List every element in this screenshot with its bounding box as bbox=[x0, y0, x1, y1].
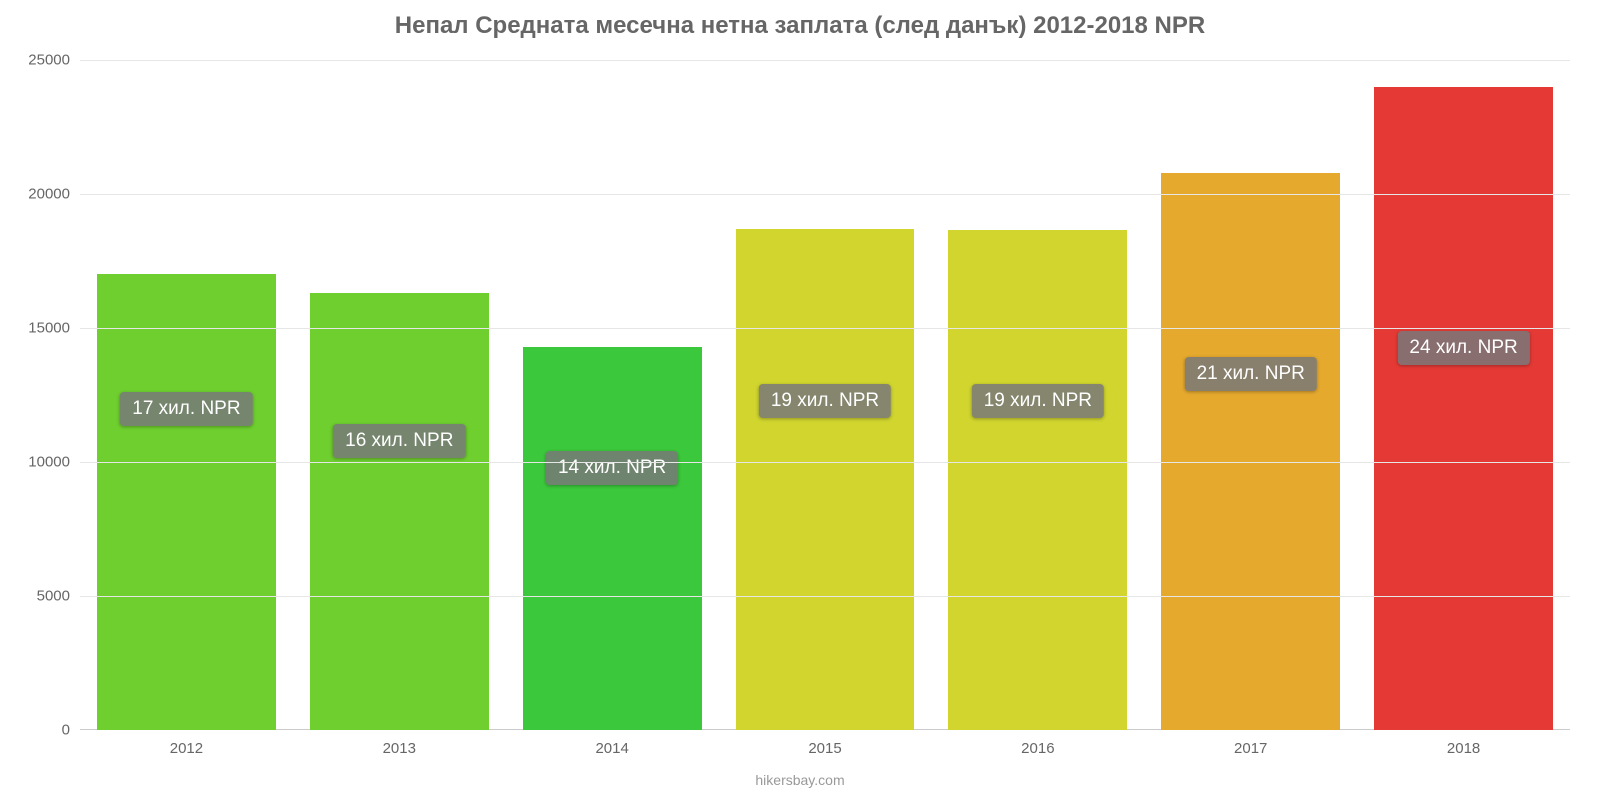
x-tick-label: 2014 bbox=[595, 740, 628, 757]
x-tick-label: 2015 bbox=[808, 740, 841, 757]
x-tick-label: 2018 bbox=[1447, 740, 1480, 757]
bar-label-layer: 19 хил. NPR bbox=[719, 60, 932, 730]
bar-slot: 16 хил. NPR2013 bbox=[293, 60, 506, 730]
chart-container: Непал Средната месечна нетна заплата (сл… bbox=[0, 0, 1600, 800]
gridline bbox=[80, 462, 1570, 463]
gridline bbox=[80, 60, 1570, 61]
bar-slot: 17 хил. NPR2012 bbox=[80, 60, 293, 730]
gridline bbox=[80, 328, 1570, 329]
bar-label-layer: 16 хил. NPR bbox=[293, 60, 506, 730]
bar-label-layer: 19 хил. NPR bbox=[931, 60, 1144, 730]
plot-area: 17 хил. NPR201216 хил. NPR201314 хил. NP… bbox=[80, 60, 1570, 730]
bar-value-label: 14 хил. NPR bbox=[546, 451, 678, 485]
x-tick-label: 2013 bbox=[383, 740, 416, 757]
source-label: hikersbay.com bbox=[755, 772, 844, 788]
y-tick-label: 15000 bbox=[10, 320, 70, 337]
bar-slot: 24 хил. NPR2018 bbox=[1357, 60, 1570, 730]
bar-value-label: 16 хил. NPR bbox=[333, 424, 465, 458]
x-tick-label: 2017 bbox=[1234, 740, 1267, 757]
gridline bbox=[80, 596, 1570, 597]
bar-label-layer: 14 хил. NPR bbox=[506, 60, 719, 730]
bar-label-layer: 24 хил. NPR bbox=[1357, 60, 1570, 730]
bar-slot: 21 хил. NPR2017 bbox=[1144, 60, 1357, 730]
bar-value-label: 19 хил. NPR bbox=[972, 384, 1104, 418]
gridline bbox=[80, 194, 1570, 195]
bar-slot: 19 хил. NPR2015 bbox=[719, 60, 932, 730]
bar-slot: 14 хил. NPR2014 bbox=[506, 60, 719, 730]
y-tick-label: 25000 bbox=[10, 52, 70, 69]
x-tick-label: 2016 bbox=[1021, 740, 1054, 757]
bar-label-layer: 17 хил. NPR bbox=[80, 60, 293, 730]
bars-wrap: 17 хил. NPR201216 хил. NPR201314 хил. NP… bbox=[80, 60, 1570, 730]
bar-slot: 19 хил. NPR2016 bbox=[931, 60, 1144, 730]
bar-value-label: 19 хил. NPR bbox=[759, 384, 891, 418]
bar-value-label: 24 хил. NPR bbox=[1397, 331, 1529, 365]
y-tick-label: 0 bbox=[10, 722, 70, 739]
y-tick-label: 10000 bbox=[10, 454, 70, 471]
y-tick-label: 20000 bbox=[10, 186, 70, 203]
bar-value-label: 21 хил. NPR bbox=[1185, 357, 1317, 391]
bar-label-layer: 21 хил. NPR bbox=[1144, 60, 1357, 730]
bar-value-label: 17 хил. NPR bbox=[120, 392, 252, 426]
x-tick-label: 2012 bbox=[170, 740, 203, 757]
y-tick-label: 5000 bbox=[10, 588, 70, 605]
chart-title: Непал Средната месечна нетна заплата (сл… bbox=[0, 12, 1600, 40]
